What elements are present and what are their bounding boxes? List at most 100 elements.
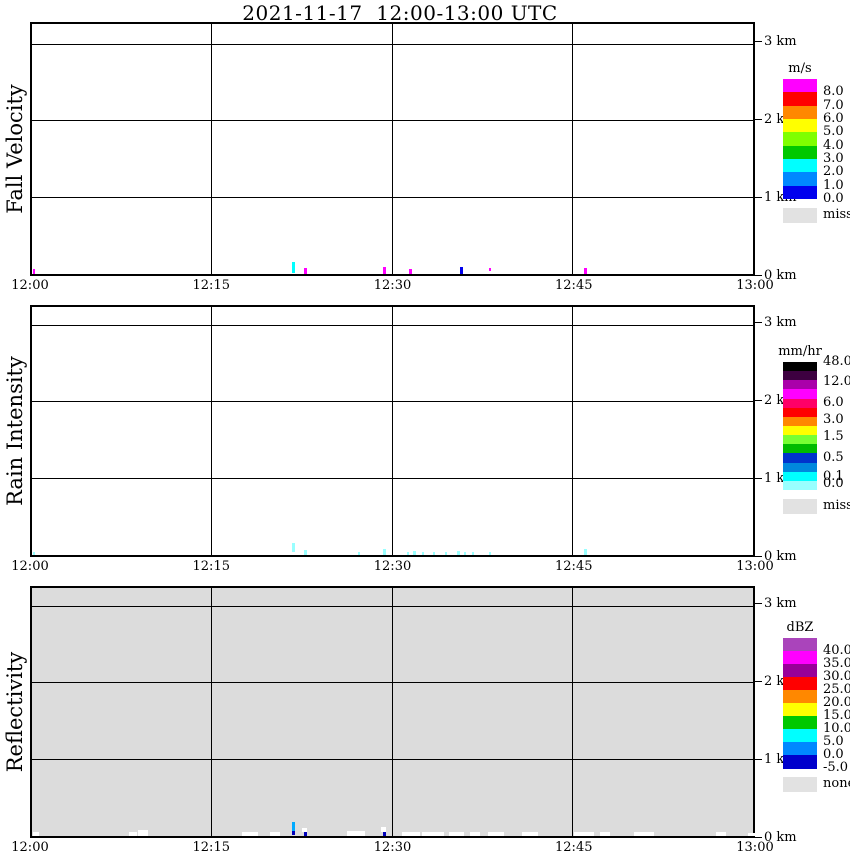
colorbar-tick-label: 0.5	[823, 449, 844, 465]
colorbar-cell	[783, 638, 817, 652]
panel-rain-intensity-plot	[30, 305, 755, 557]
data-mark	[242, 832, 258, 836]
colorbar-cell	[783, 755, 817, 769]
colorbar-missing-swatch	[783, 777, 817, 792]
data-mark	[304, 832, 307, 836]
height-gridline	[32, 478, 753, 480]
data-mark	[489, 268, 491, 271]
colorbar-tick-label: 5.0	[823, 124, 844, 140]
colorbar-cell	[783, 185, 817, 200]
km-tick	[755, 40, 762, 42]
colorbar-cell	[783, 380, 817, 390]
km-tick	[755, 837, 762, 838]
data-mark	[304, 268, 307, 274]
panel-fall-velocity-plot	[30, 22, 755, 276]
panel-fall-velocity-ylabel: Fall Velocity	[3, 84, 27, 214]
data-mark	[358, 552, 360, 555]
colorbar-cell	[783, 407, 817, 418]
height-gridline	[32, 682, 753, 684]
colorbar-tick-label: 12.0	[823, 373, 850, 389]
colorbar-cell	[783, 471, 817, 482]
data-mark	[445, 552, 447, 555]
colorbar-cell	[783, 664, 817, 678]
time-tick-label: 12:45	[555, 559, 593, 574]
time-tick-label: 13:00	[736, 840, 774, 855]
time-gridline	[391, 588, 393, 836]
height-gridline	[32, 605, 753, 607]
data-mark	[292, 543, 295, 552]
data-mark	[33, 552, 35, 555]
colorbar-cell	[783, 145, 817, 160]
height-gridline	[32, 120, 753, 122]
data-mark	[383, 549, 386, 555]
colorbar-missing-label: miss	[823, 206, 850, 222]
colorbar-cell	[783, 677, 817, 691]
colorbar-title: dBZ	[786, 620, 814, 635]
data-mark	[402, 832, 420, 836]
data-mark	[584, 268, 587, 274]
colorbar-tick-label: 4.0	[823, 137, 844, 153]
colorbar-tick-label: 15.0	[823, 708, 850, 723]
colorbar-tick-label: 25.0	[823, 682, 850, 697]
height-gridline	[32, 43, 753, 45]
data-mark	[407, 552, 409, 555]
time-tick-label: 12:00	[11, 559, 49, 574]
colorbar-tick-label: 8.0	[823, 84, 844, 100]
km-tick-label: 0 km	[764, 830, 797, 845]
km-tick	[755, 275, 762, 276]
colorbar-cell	[783, 158, 817, 173]
colorbar-tick-label: 1.0	[823, 177, 844, 193]
colorbar-cell	[783, 362, 817, 372]
km-tick	[755, 118, 762, 120]
colorbar-cell	[783, 398, 817, 409]
colorbar-cell	[783, 118, 817, 133]
colorbar-tick-label: 48.0	[823, 354, 850, 369]
colorbar-cell	[783, 729, 817, 743]
time-tick-label: 12:15	[192, 278, 230, 293]
data-mark	[600, 832, 610, 836]
colorbar-tick-label: 3.0	[823, 411, 844, 427]
colorbar-tick-label: 6.0	[823, 110, 844, 126]
data-mark	[489, 552, 491, 555]
colorbar-tick-label: 0.0	[823, 476, 844, 492]
data-mark	[270, 832, 280, 836]
colorbar-cell	[783, 453, 817, 464]
colorbar-cell	[783, 742, 817, 756]
data-mark	[292, 262, 295, 273]
data-mark	[383, 832, 386, 836]
colorbar-cell	[783, 462, 817, 473]
colorbar-tick-label: 6.0	[823, 394, 844, 410]
time-gridline	[211, 307, 213, 555]
panel-rain-intensity-ylabel: Rain Intensity	[3, 356, 27, 506]
colorbar-cell	[783, 79, 817, 93]
colorbar-tick-label: 20.0	[823, 695, 850, 710]
data-mark	[347, 831, 365, 836]
colorbar-missing-label: miss	[823, 497, 850, 513]
height-gridline	[32, 324, 753, 326]
data-mark	[488, 832, 504, 836]
km-tick	[755, 759, 762, 760]
colorbar-cell	[783, 172, 817, 187]
colorbar-cell	[783, 132, 817, 147]
colorbar-tick-label: 10.0	[823, 721, 850, 736]
data-mark	[584, 549, 587, 555]
time-gridline	[571, 307, 573, 555]
data-mark	[470, 832, 480, 836]
km-tick	[755, 602, 762, 604]
colorbar-cell	[783, 480, 817, 491]
height-gridline	[32, 759, 753, 761]
panel-reflectivity-ylabel: Reflectivity	[3, 651, 27, 773]
data-mark	[422, 552, 424, 555]
colorbar-cell	[783, 435, 817, 445]
km-tick	[755, 400, 762, 401]
time-tick-label: 12:00	[11, 278, 49, 293]
data-mark	[522, 832, 538, 836]
data-mark	[292, 822, 295, 831]
colorbar-tick-label: 0.1	[823, 469, 844, 485]
time-tick-label: 12:15	[192, 559, 230, 574]
data-mark	[433, 552, 435, 555]
colorbar-tick-label: 3.0	[823, 151, 844, 167]
data-mark	[33, 269, 35, 274]
height-gridline	[32, 401, 753, 403]
data-mark	[33, 832, 39, 836]
